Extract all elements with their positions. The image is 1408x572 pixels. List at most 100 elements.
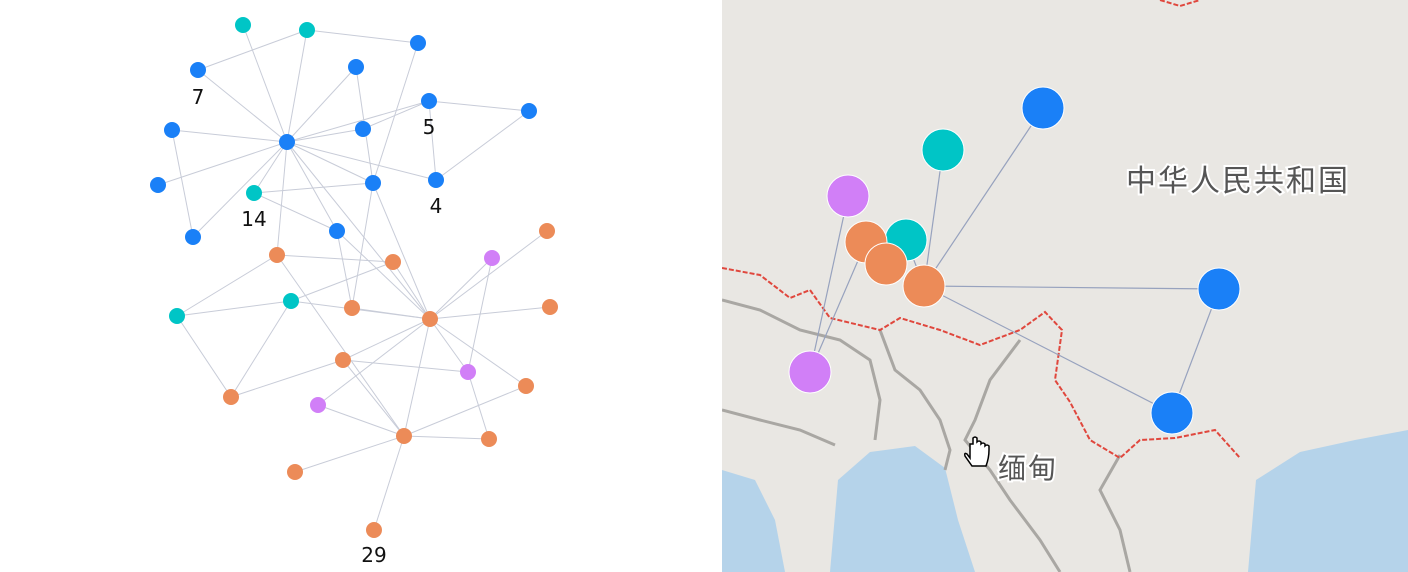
node (169, 308, 185, 324)
edge (467, 371, 490, 440)
edge (351, 307, 431, 320)
edge (429, 306, 551, 320)
edges (157, 24, 551, 531)
node (329, 223, 345, 239)
country-border (722, 0, 1241, 460)
node (1021, 86, 1065, 130)
network-graph: 7 5 4 14 29 (150, 17, 558, 567)
nodes (150, 17, 558, 538)
edge (242, 24, 288, 143)
node (484, 250, 500, 266)
node (269, 247, 285, 263)
node (310, 397, 326, 413)
node (428, 172, 444, 188)
edge (286, 128, 364, 143)
node (335, 352, 351, 368)
node (921, 128, 965, 172)
node-label: 7 (192, 85, 205, 109)
edge (306, 29, 419, 44)
node (788, 350, 832, 394)
node-label: 4 (430, 194, 443, 218)
node (366, 522, 382, 538)
border (878, 329, 952, 471)
map-nodes (788, 86, 1241, 435)
edge (253, 192, 338, 232)
edge (276, 254, 394, 263)
edge (429, 257, 493, 320)
edge (362, 100, 430, 130)
border (722, 408, 836, 447)
edge (197, 29, 308, 71)
edge (809, 195, 849, 373)
node (826, 174, 870, 218)
node (481, 431, 497, 447)
node (223, 389, 239, 405)
node-label: 5 (423, 115, 436, 139)
node (385, 254, 401, 270)
edge (403, 318, 431, 437)
map-edges (809, 107, 1220, 414)
water (1248, 430, 1408, 572)
node (299, 22, 315, 38)
edge (372, 182, 431, 320)
edge (317, 404, 405, 437)
edge (290, 261, 394, 302)
edge (372, 42, 419, 184)
hand-cursor (964, 436, 990, 467)
edge (336, 230, 431, 320)
edge (286, 100, 430, 143)
node-label: 29 (361, 543, 386, 567)
edge (276, 141, 288, 256)
node-label: 14 (241, 207, 266, 231)
edge (286, 66, 357, 143)
edge (923, 285, 1220, 290)
edge (923, 285, 1173, 414)
node (422, 311, 438, 327)
edge (403, 435, 490, 440)
edge (253, 141, 288, 194)
border (722, 298, 882, 441)
place-label: 缅甸 (998, 452, 1058, 485)
node (518, 378, 534, 394)
edge (429, 318, 469, 373)
edge (197, 69, 288, 143)
edge (351, 182, 374, 309)
edge (176, 300, 292, 317)
edge (435, 110, 530, 181)
edge (171, 129, 288, 143)
border (722, 267, 1241, 460)
water (722, 470, 785, 572)
edge (428, 100, 530, 112)
node (539, 223, 555, 239)
edge (342, 359, 405, 437)
edge (467, 257, 493, 373)
edge (1171, 288, 1220, 414)
edge (157, 141, 288, 186)
node (164, 122, 180, 138)
edge (923, 107, 1044, 287)
edge (317, 318, 431, 406)
edge (286, 141, 437, 181)
edge (286, 141, 338, 232)
edge (923, 149, 944, 287)
edge (428, 100, 437, 181)
edge (276, 254, 405, 437)
edge (336, 230, 353, 309)
node (396, 428, 412, 444)
place-label: 中华人民共和国 (1126, 164, 1350, 199)
node (902, 264, 946, 308)
edge (253, 182, 374, 194)
node (344, 300, 360, 316)
edge (286, 29, 308, 143)
node (460, 364, 476, 380)
node (365, 175, 381, 191)
node (521, 103, 537, 119)
edge (192, 141, 288, 238)
node (279, 134, 295, 150)
edge (392, 261, 431, 320)
edge (294, 435, 405, 473)
water (830, 446, 975, 572)
edge (176, 315, 232, 398)
